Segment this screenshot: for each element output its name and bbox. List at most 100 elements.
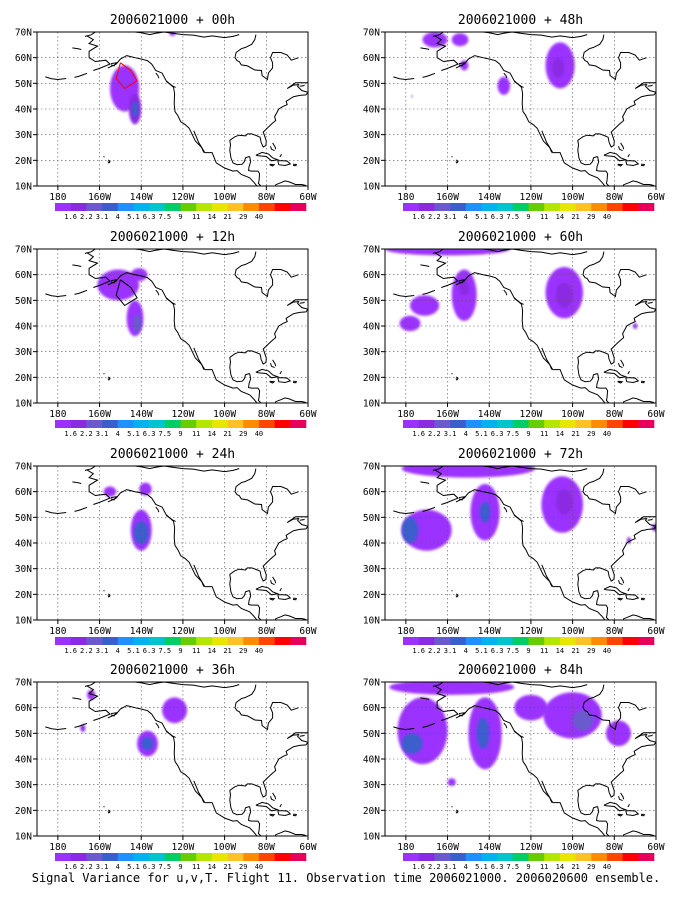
coastline [432, 32, 588, 39]
coastline [274, 830, 307, 836]
lat-tick-label: 20N [363, 590, 380, 601]
colorbar-swatch [434, 420, 451, 428]
lon-tick-label: 120W [519, 192, 542, 203]
colorbar-swatch [274, 853, 291, 861]
coastline [577, 516, 656, 600]
colorbar: 1.6 2.2 3.1 4 5.1 6.3 7.5 9 11 14 21 29 40 [403, 637, 655, 655]
panel-title: 2006021000 + 84h [458, 663, 583, 678]
coastline [229, 299, 308, 383]
lat-tick-label: 50N [363, 729, 380, 740]
lat-tick-label: 70N [363, 678, 380, 689]
colorbar-label: 1.6 [64, 213, 77, 221]
lon-tick-label: 80W [606, 409, 623, 420]
colorbar-swatch [606, 853, 623, 861]
colorbar-swatch [227, 203, 244, 211]
coastline [107, 159, 111, 164]
coastline [234, 52, 299, 81]
colorbar: 1.6 2.2 3.1 4 5.1 6.3 7.5 9 11 14 21 29 40 [55, 420, 307, 438]
colorbar-swatch [274, 637, 291, 645]
lon-tick-label: 160W [88, 626, 111, 637]
coastline [451, 155, 453, 158]
colorbar: 1.6 2.2 3.1 4 5.1 6.3 7.5 9 11 14 21 29 40 [55, 203, 307, 221]
coastline [248, 156, 262, 186]
coastline [541, 130, 553, 153]
lon-tick-label: 160W [88, 192, 111, 203]
lon-tick-label: 160W [436, 842, 459, 853]
coastline [577, 82, 656, 166]
colorbar-swatch [70, 853, 87, 861]
coastline [234, 34, 257, 58]
colorbar-swatch [559, 420, 576, 428]
colorbar-swatch [211, 203, 228, 211]
map-panel-5: 2006021000 + 24h 70N 60N 50N 40N 30N 20N 10N 180… [15, 447, 317, 655]
colorbar-label: 6.3 [143, 213, 156, 221]
lon-tick-label: 80W [606, 842, 623, 853]
colorbar-label: 2.2 [428, 430, 441, 438]
map-panel-4: 2006021000 + 60h 70N 60N 50N 40N 30N 20N 10N 180… [363, 230, 665, 438]
coastline [640, 813, 645, 817]
coastline [458, 712, 466, 717]
lat-tick-label: 60N [363, 487, 380, 498]
coastline [107, 272, 258, 403]
coastline [620, 576, 625, 584]
colorbar-swatch [180, 853, 197, 861]
coastline [155, 722, 160, 729]
variance-contour [555, 489, 573, 515]
colorbar-label: 11 [192, 213, 200, 221]
coastline [603, 801, 628, 812]
colorbar-swatch [55, 420, 71, 428]
coastline [299, 518, 305, 521]
colorbar-label: 5.1 [127, 213, 140, 221]
coastline [84, 466, 240, 473]
colorbar-swatch [70, 420, 87, 428]
colorbar-swatch [211, 637, 228, 645]
lon-tick-label: 140W [478, 842, 501, 853]
map-panel-7: 2006021000 + 36h 70N 60N 50N 40N 30N 20N 10N 180… [15, 663, 317, 871]
colorbar-label: 9 [526, 430, 530, 438]
lon-tick-label: 100W [213, 192, 236, 203]
coastline [74, 722, 88, 728]
colorbar-label: 6.3 [491, 647, 504, 655]
colorbar-label: 14 [556, 430, 564, 438]
coastline [603, 368, 628, 379]
coastline [299, 84, 305, 87]
colorbar-label: 5.1 [475, 430, 488, 438]
lat-tick-label: 60N [363, 270, 380, 281]
lat-tick-label: 20N [15, 156, 32, 167]
lat-tick-label: 30N [363, 780, 380, 791]
coastline [274, 180, 307, 186]
lon-tick-label: 100W [561, 626, 584, 637]
coastline [596, 806, 610, 836]
colorbar-label: 6.3 [491, 863, 504, 871]
colorbar-swatch [638, 853, 655, 861]
lon-tick-label: 140W [130, 192, 153, 203]
colorbar-label: 40 [255, 647, 263, 655]
coastline [255, 585, 280, 596]
coastline [72, 697, 82, 700]
colorbar-label: 3.1 [444, 863, 457, 871]
colorbar-swatch [290, 203, 307, 211]
colorbar-label: 29 [587, 213, 595, 221]
coastline [434, 685, 459, 721]
coastline [503, 506, 508, 513]
coastline [577, 732, 656, 816]
colorbar-label: 14 [556, 647, 564, 655]
colorbar-swatch [274, 420, 291, 428]
colorbar-label: 1.6 [64, 430, 77, 438]
colorbar-swatch [403, 420, 419, 428]
colorbar-swatch [481, 203, 498, 211]
colorbar-swatch [117, 853, 134, 861]
coastline [269, 813, 276, 817]
lon-tick-label: 160W [436, 409, 459, 420]
colorbar-label: 3.1 [96, 863, 109, 871]
colorbar-swatch [403, 853, 419, 861]
lon-tick-label: 180 [397, 192, 414, 203]
colorbar-swatch [86, 420, 103, 428]
lat-tick-label: 40N [15, 105, 32, 116]
colorbar-swatch [196, 853, 213, 861]
lon-tick-label: 60W [299, 409, 316, 420]
colorbar-swatch [434, 853, 451, 861]
lat-tick-label: 50N [363, 296, 380, 307]
colorbar-swatch [258, 637, 275, 645]
